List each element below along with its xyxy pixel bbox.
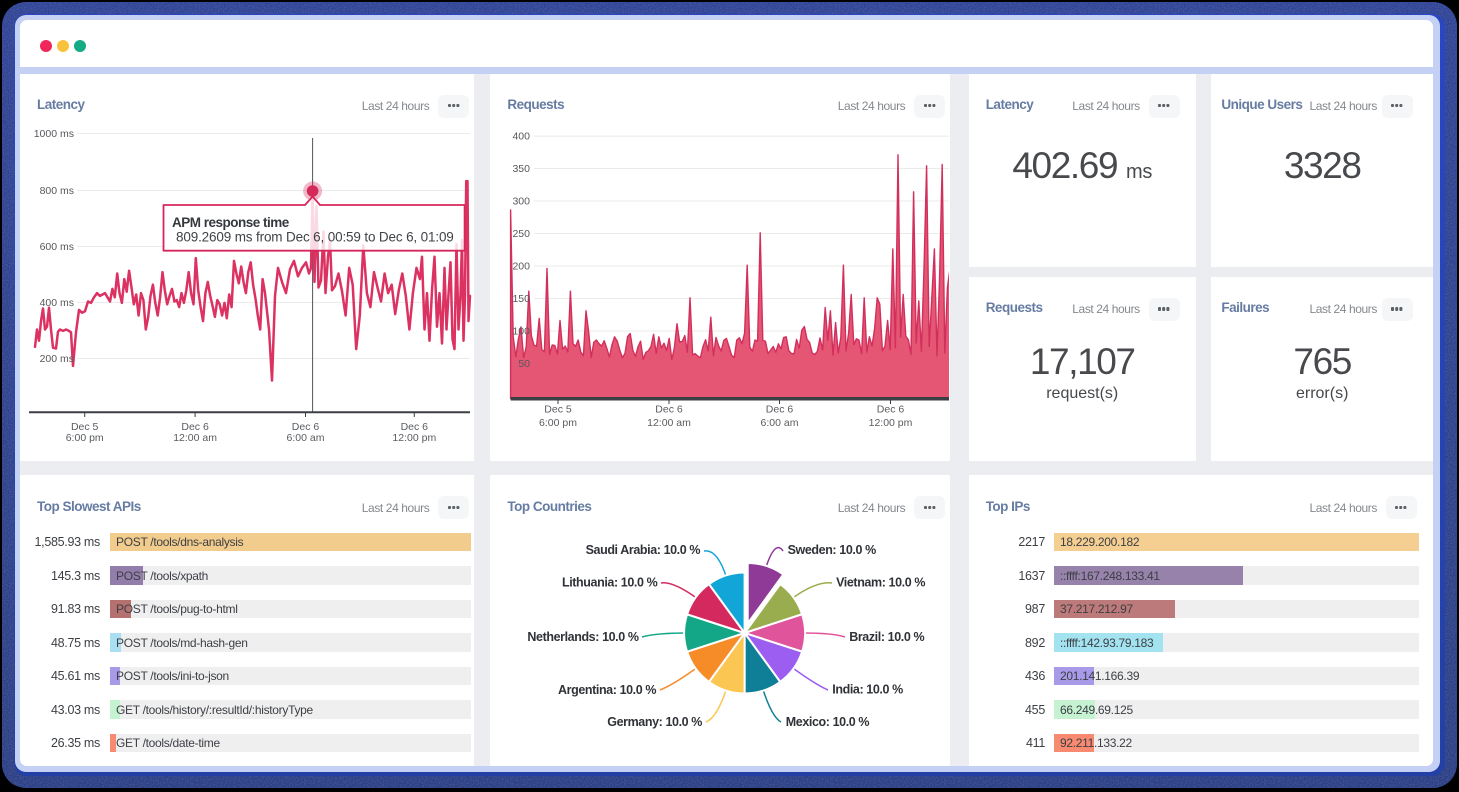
svg-text:6:00 am: 6:00 am bbox=[287, 432, 325, 444]
svg-text:Dec 6: Dec 6 bbox=[877, 403, 905, 415]
svg-text:100: 100 bbox=[513, 325, 531, 337]
svg-text:Mexico: 10.0 %: Mexico: 10.0 % bbox=[786, 715, 870, 729]
svg-text:Dec 6: Dec 6 bbox=[401, 421, 429, 433]
svg-text:350: 350 bbox=[513, 163, 531, 175]
svg-text:6:00 pm: 6:00 pm bbox=[539, 417, 577, 429]
svg-text:India: 10.0 %: India: 10.0 % bbox=[833, 683, 904, 697]
svg-text:Dec 5: Dec 5 bbox=[71, 421, 99, 433]
svg-text:1000 ms: 1000 ms bbox=[34, 128, 74, 140]
svg-text:Argentina: 10.0 %: Argentina: 10.0 % bbox=[558, 683, 656, 697]
svg-text:Brazil: 10.0 %: Brazil: 10.0 % bbox=[850, 630, 925, 644]
svg-text:809.2609 ms from Dec 6, 00:59: 809.2609 ms from Dec 6, 00:59 to Dec 6, … bbox=[176, 229, 454, 244]
svg-text:300: 300 bbox=[513, 195, 531, 207]
svg-text:12:00 pm: 12:00 pm bbox=[869, 417, 913, 429]
svg-text:Sweden: 10.0 %: Sweden: 10.0 % bbox=[788, 543, 876, 557]
svg-text:50: 50 bbox=[519, 358, 531, 370]
svg-text:Dec 6: Dec 6 bbox=[656, 403, 684, 415]
svg-text:250: 250 bbox=[513, 228, 531, 240]
svg-text:400 ms: 400 ms bbox=[40, 297, 74, 309]
svg-text:12:00 am: 12:00 am bbox=[648, 417, 692, 429]
svg-text:Dec 6: Dec 6 bbox=[181, 421, 209, 433]
svg-text:400: 400 bbox=[513, 130, 531, 142]
svg-text:Dec 5: Dec 5 bbox=[545, 403, 573, 415]
svg-text:800 ms: 800 ms bbox=[40, 185, 74, 197]
svg-text:APM response time: APM response time bbox=[172, 215, 290, 230]
svg-text:Saudi Arabia: 10.0 %: Saudi Arabia: 10.0 % bbox=[586, 543, 701, 557]
svg-text:12:00 am: 12:00 am bbox=[173, 432, 217, 444]
svg-text:6:00 am: 6:00 am bbox=[761, 417, 799, 429]
svg-text:Germany: 10.0 %: Germany: 10.0 % bbox=[608, 715, 703, 729]
svg-text:200: 200 bbox=[513, 260, 531, 272]
svg-text:6:00 pm: 6:00 pm bbox=[66, 432, 104, 444]
svg-text:150: 150 bbox=[513, 293, 531, 305]
svg-text:200 ms: 200 ms bbox=[40, 353, 74, 365]
svg-text:Netherlands: 10.0 %: Netherlands: 10.0 % bbox=[528, 630, 639, 644]
svg-text:600 ms: 600 ms bbox=[40, 241, 74, 253]
svg-text:Lithuania: 10.0 %: Lithuania: 10.0 % bbox=[562, 576, 658, 590]
svg-text:Dec 6: Dec 6 bbox=[766, 403, 794, 415]
svg-text:Dec 6: Dec 6 bbox=[292, 421, 320, 433]
svg-text:12:00 pm: 12:00 pm bbox=[392, 432, 436, 444]
svg-text:Vietnam: 10.0 %: Vietnam: 10.0 % bbox=[836, 576, 925, 590]
